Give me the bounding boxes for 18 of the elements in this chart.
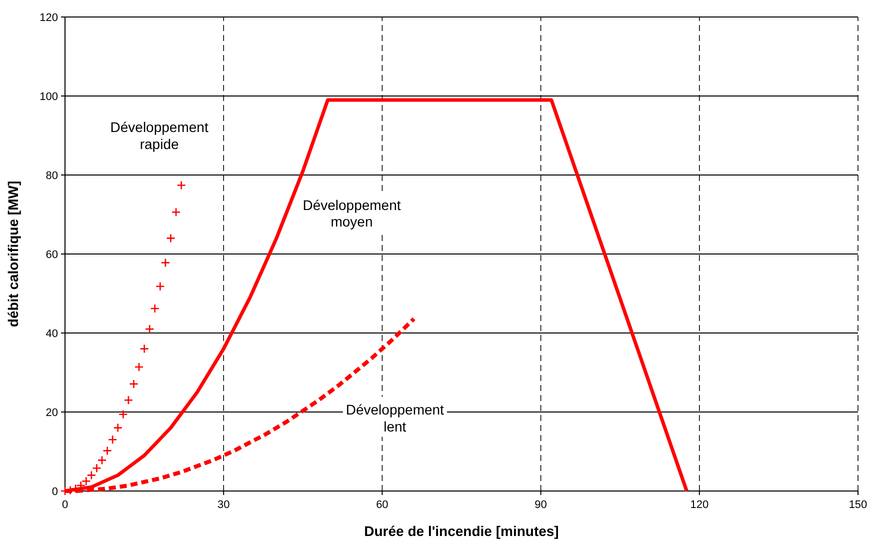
- x-axis-title: Durée de l'incendie [minutes]: [364, 523, 559, 539]
- y-tick-label: 120: [40, 12, 58, 24]
- y-tick-label: 100: [40, 90, 58, 103]
- y-tick-label: 80: [46, 170, 58, 182]
- x-tick-label: 0: [62, 499, 68, 511]
- x-tick-label: 120: [690, 499, 709, 511]
- y-tick-label: 20: [46, 406, 58, 419]
- x-tick-label: 150: [848, 499, 868, 511]
- y-tick-label: 40: [46, 328, 58, 340]
- y-tick-label: 0: [52, 486, 58, 498]
- x-tick-label: 60: [376, 499, 388, 511]
- y-tick-label: 60: [46, 248, 58, 261]
- text: Développement rapide: [110, 119, 208, 152]
- series-label: Développement moyen: [302, 196, 401, 230]
- series-label: Développement lent: [346, 402, 444, 434]
- y-axis-title: débit calorifique [MW]: [5, 180, 21, 328]
- x-tick-label: 90: [534, 499, 547, 511]
- x-tick-label: 30: [217, 499, 230, 511]
